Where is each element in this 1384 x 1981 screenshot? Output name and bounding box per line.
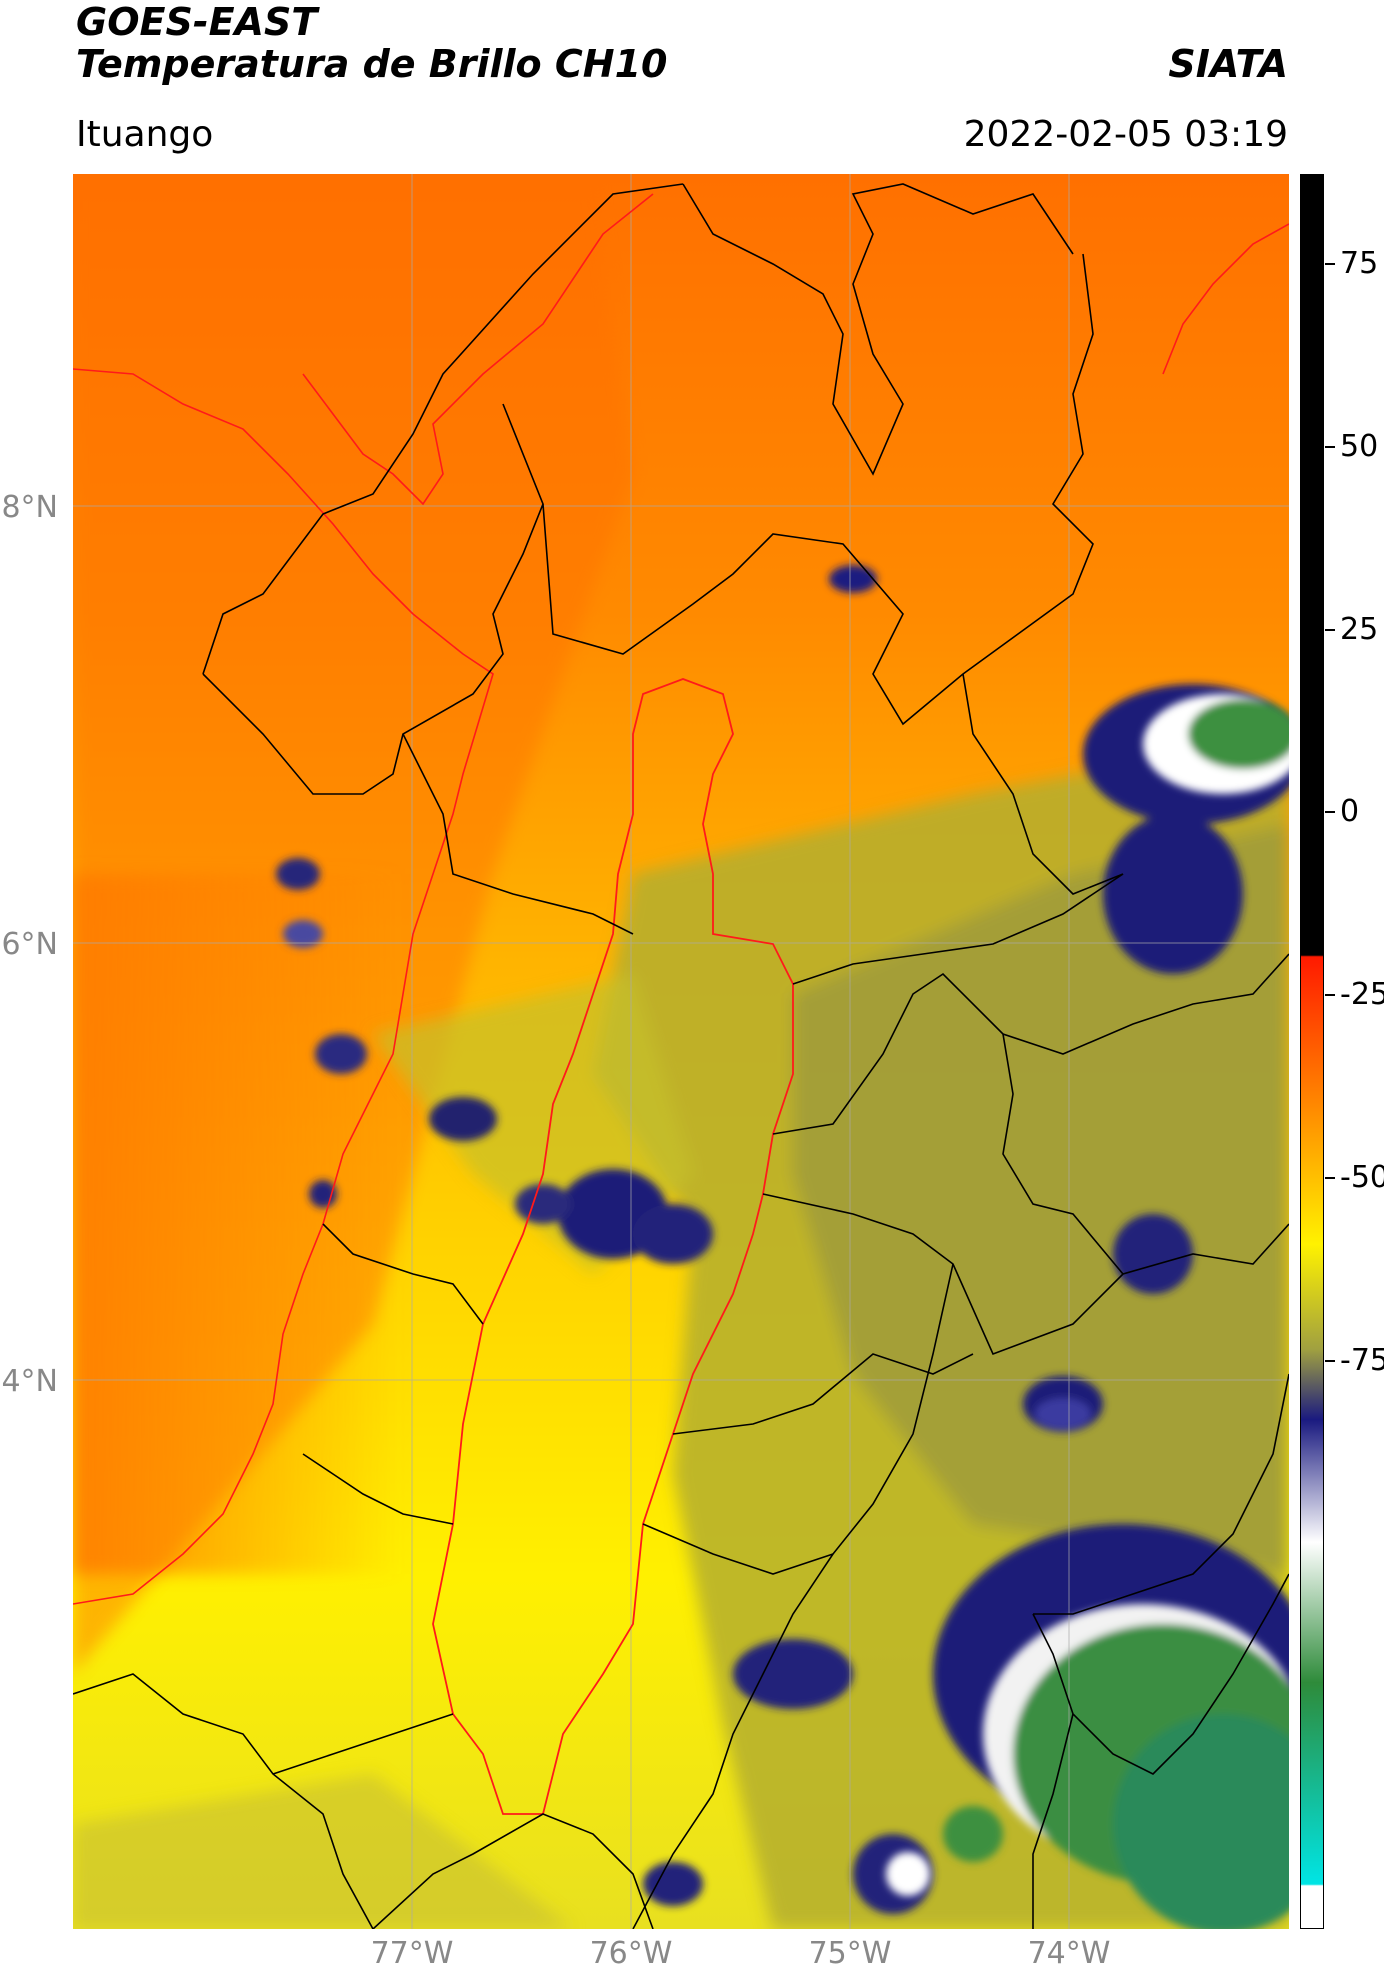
colorbar-tick [1325,1177,1335,1179]
colorbar-tick-label: 0 [1340,794,1360,829]
urabá-gulf-coast [302,193,654,506]
satellite-map [73,174,1289,1929]
brand-label: SIATA [1168,42,1288,86]
colorbar-tick [1325,1360,1335,1362]
title-product: Temperatura de Brillo CH10 [76,42,668,86]
lat-label-4n: 4°N [1,1364,58,1399]
lon-label-77w: 77°W [370,1936,454,1971]
colorbar-tick [1325,446,1335,448]
lat-label-6n: 6°N [1,927,58,962]
colorbar-tick-label: -25 [1340,977,1384,1012]
location-label: Ituango [76,114,214,155]
lon-label-76w: 76°W [589,1936,673,1971]
caribbean-coast [1162,223,1289,375]
admin-boundaries [73,183,1289,1929]
title-satellite: GOES-EAST [76,0,318,44]
colorbar-tick-label: 75 [1340,246,1379,281]
colorbar-tick [1325,629,1335,631]
colorbar-tick-label: -75 [1340,1343,1384,1378]
timestamp-label: 2022-02-05 03:19 [963,114,1288,155]
lat-label-8n: 8°N [1,490,58,525]
cold-cloud-tops [886,694,1289,1929]
colorbar-tick-label: -50 [1340,1160,1384,1195]
lon-label-74w: 74°W [1027,1936,1111,1971]
colorbar-tick [1325,811,1335,813]
river-basin-outline [432,678,794,1815]
colorbar-tick-label: 50 [1340,429,1379,464]
ocean-warm-band [73,874,403,1574]
lon-label-75w: 75°W [808,1936,892,1971]
map-panel[interactable] [73,174,1289,1929]
graticule [73,174,1289,1929]
colorbar-tick [1325,263,1335,265]
colorbar-tick [1325,994,1335,996]
coastline [73,368,494,1605]
colorbar-tick-label: 25 [1340,612,1379,647]
colorbar [1300,174,1324,1929]
